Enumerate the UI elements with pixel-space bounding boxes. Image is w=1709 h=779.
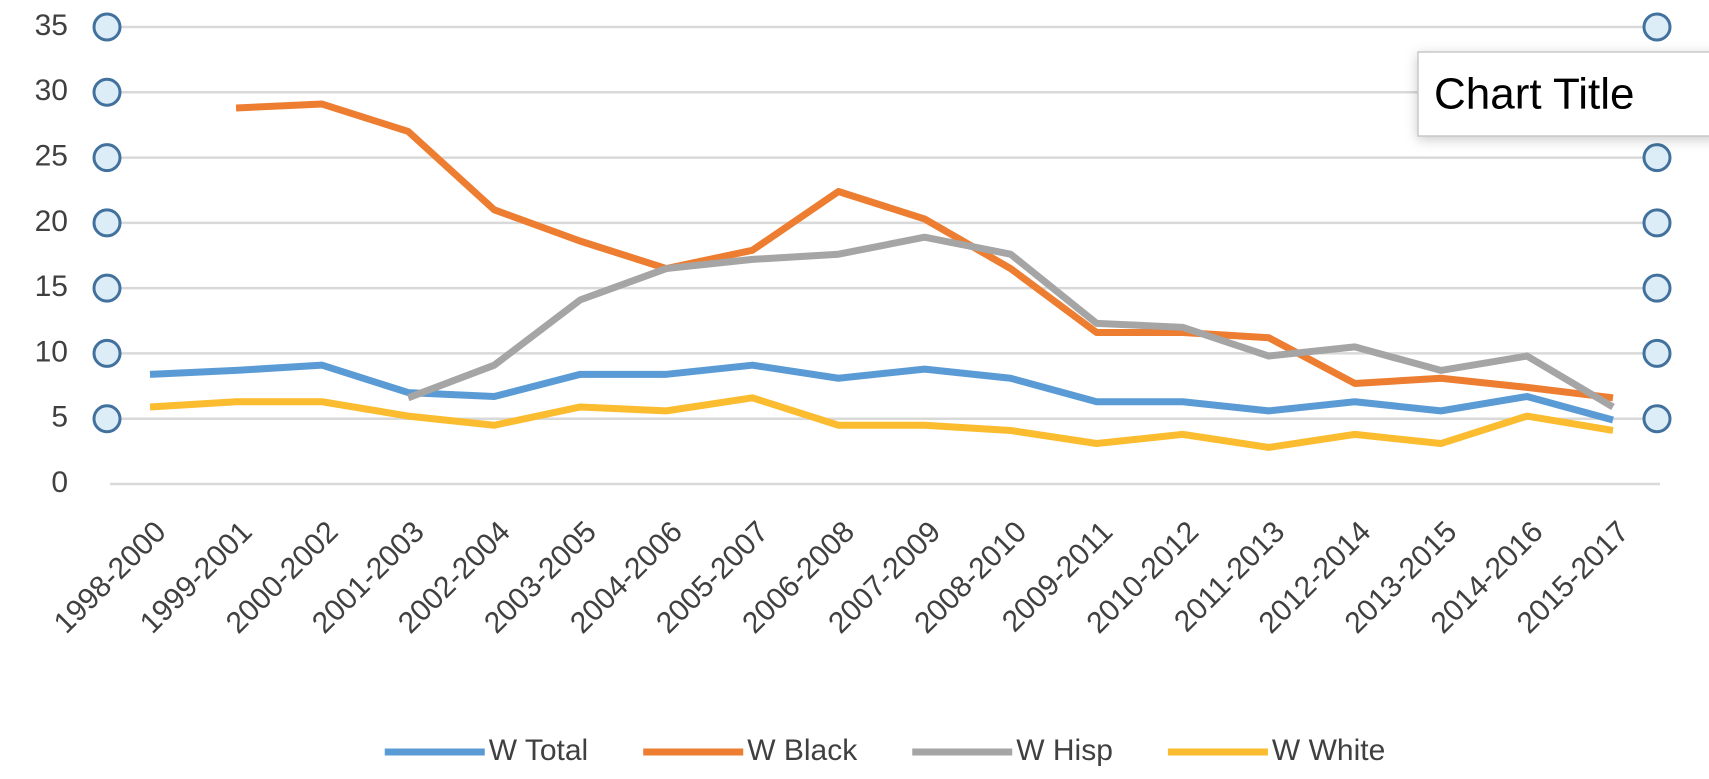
legend-label: W White [1272, 734, 1385, 767]
y-tick-label: 5 [51, 401, 68, 434]
y-tick-label: 0 [51, 466, 68, 499]
y-tick-label: 10 [35, 335, 68, 368]
legend: W Total W Black W Hisp W White [384, 734, 1385, 767]
handle [1642, 404, 1672, 434]
y-tick-label: 15 [35, 270, 68, 303]
handle [1642, 12, 1672, 42]
handle [1642, 273, 1672, 303]
legend-label: W Hisp [1016, 734, 1113, 767]
legend-item: W Total [384, 734, 588, 767]
plot-lines [149, 100, 1615, 451]
y-tick-label: 25 [35, 139, 68, 172]
selection-handles [92, 12, 1672, 434]
legend-item: W Black [643, 734, 858, 767]
handle [92, 273, 122, 303]
series-line [149, 361, 1614, 424]
series-line [235, 100, 1614, 402]
legend-label: W Total [489, 734, 588, 767]
series-line [406, 233, 1615, 410]
y-tick-label: 20 [35, 205, 68, 238]
tooltip-text: Chart Title [1434, 70, 1635, 119]
handle [1642, 143, 1672, 173]
handle [1642, 338, 1672, 368]
handle [92, 143, 122, 173]
handle [92, 12, 122, 42]
handle [1642, 208, 1672, 238]
legend-item: W Hisp [912, 734, 1113, 767]
series-line [149, 394, 1614, 451]
handle [92, 77, 122, 107]
grid [110, 25, 1660, 486]
handle [92, 208, 122, 238]
tooltip-box [1417, 51, 1709, 137]
legend-item: W White [1167, 734, 1385, 767]
y-tick-label: 30 [35, 74, 68, 107]
y-tick-label: 35 [35, 9, 68, 42]
handle [92, 338, 122, 368]
tooltip: Chart Title [1417, 51, 1709, 137]
legend-label: W Black [747, 734, 858, 767]
handle [92, 404, 122, 434]
